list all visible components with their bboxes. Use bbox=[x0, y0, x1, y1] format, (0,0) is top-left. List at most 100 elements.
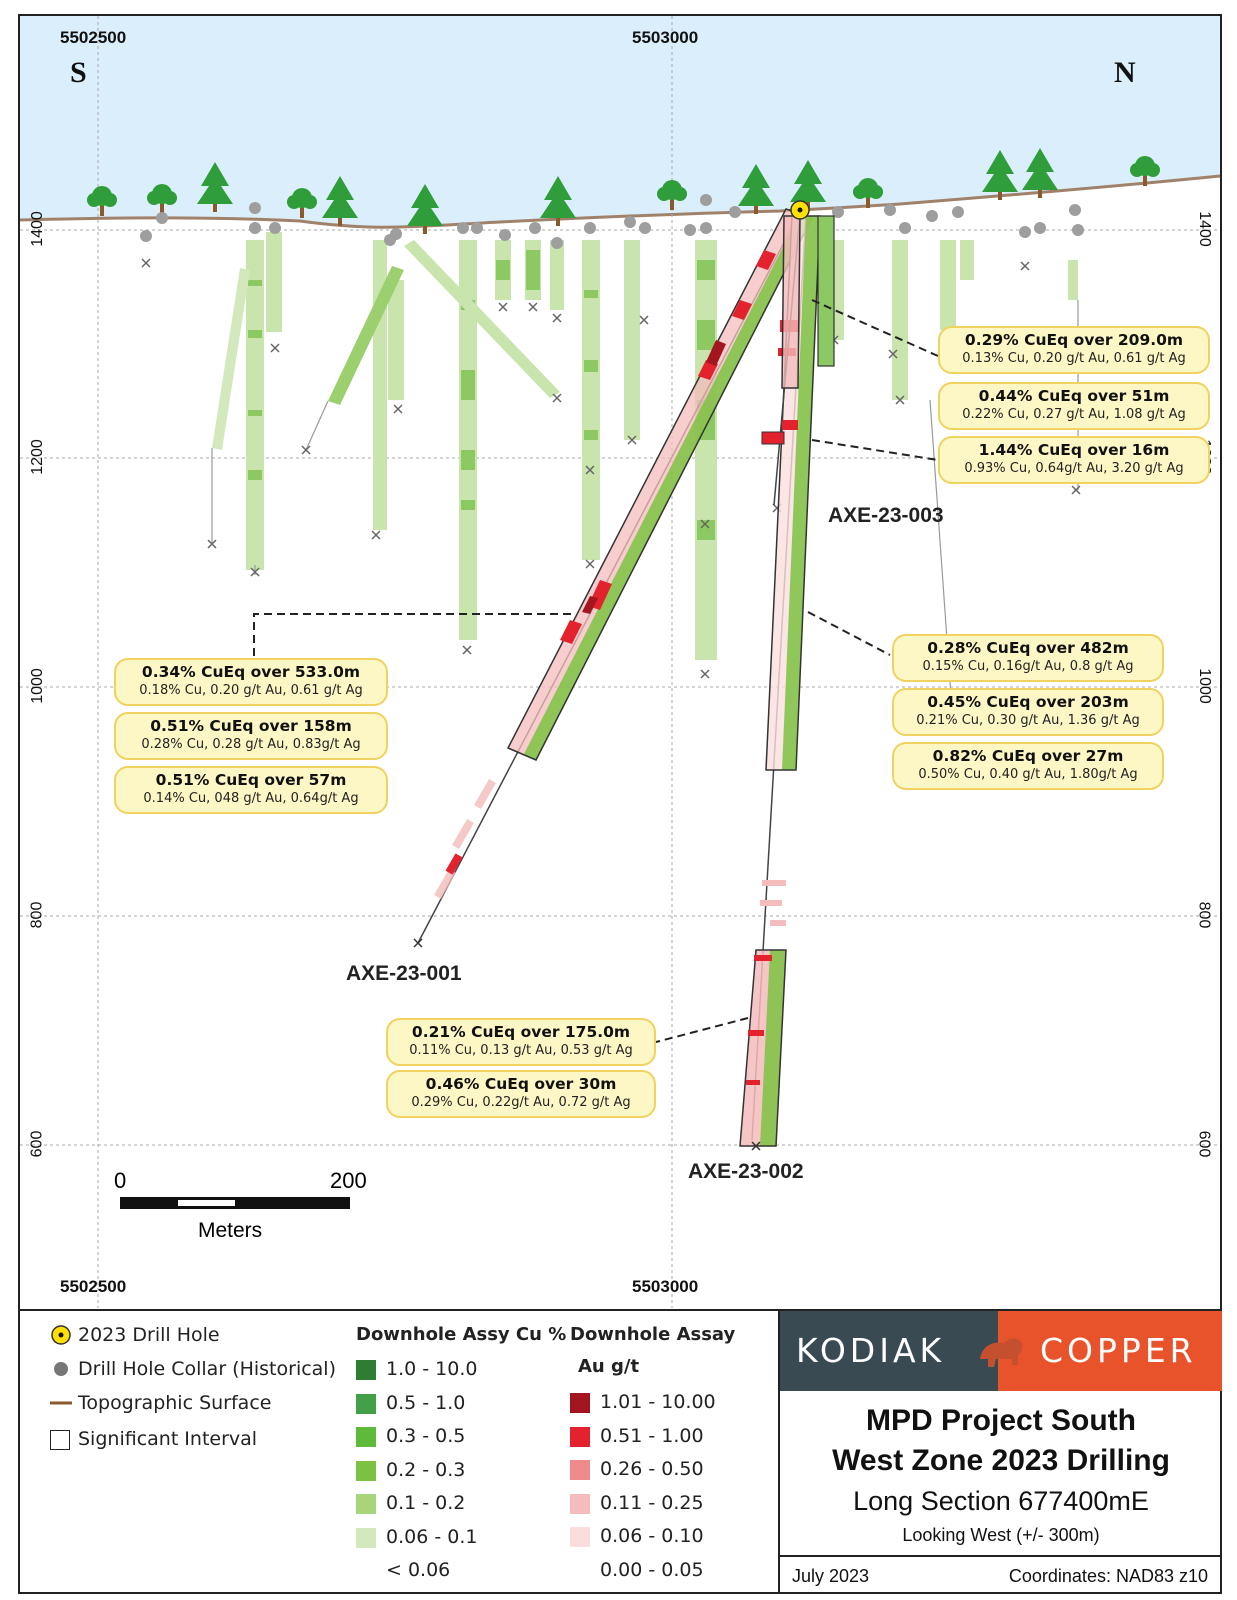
callout-heading: 0.28% CuEq over 482m bbox=[927, 639, 1129, 657]
scale-end-label: 200 bbox=[330, 1168, 367, 1193]
callout-heading: 0.44% CuEq over 51m bbox=[978, 387, 1170, 405]
callout-heading: 0.29% CuEq over 209.0m bbox=[964, 331, 1184, 349]
significant-interval-icon bbox=[50, 1430, 70, 1450]
legend-cu-class-swatch bbox=[356, 1494, 376, 1514]
section-map bbox=[19, 16, 1221, 1308]
legend-au-class-label: 0.11 - 0.25 bbox=[600, 1491, 704, 1514]
logo-kodiak: KODIAK bbox=[796, 1331, 946, 1370]
legend-au-heading-1: Downhole Assay bbox=[570, 1324, 736, 1345]
scale-start-label: 0 bbox=[114, 1168, 127, 1193]
map-title: MPD Project South West Zone 2023 Drillin… bbox=[780, 1401, 1222, 1481]
legend-au-class-label: 1.01 - 10.00 bbox=[600, 1391, 716, 1413]
legend-au-class-swatch bbox=[570, 1426, 590, 1447]
elev-right-600: 600 bbox=[1195, 1130, 1213, 1158]
collar-icon bbox=[54, 1362, 68, 1376]
elev-right-800: 800 bbox=[1195, 901, 1213, 929]
south-label: S bbox=[70, 56, 87, 89]
callout-heading: 0.45% CuEq over 203m bbox=[927, 693, 1129, 711]
callout-interval: 0.82% CuEq over 27m 0.50% Cu, 0.40 g/t A… bbox=[892, 742, 1164, 790]
callout-heading: 0.82% CuEq over 27m bbox=[932, 747, 1124, 765]
map-date: July 2023 bbox=[792, 1566, 870, 1586]
elev-left-1400: 1400 bbox=[28, 211, 46, 247]
legend-au-class-swatch bbox=[570, 1527, 590, 1547]
logo-copper: COPPER bbox=[1040, 1331, 1197, 1370]
drill-collar-2023-icon bbox=[790, 200, 810, 220]
legend-cu-heading: Downhole Assy Cu % bbox=[356, 1324, 567, 1345]
elev-right-1400: 1400 bbox=[1195, 211, 1213, 247]
legend-au-class-swatch bbox=[570, 1460, 590, 1480]
legend-cu-class-swatch bbox=[356, 1360, 376, 1380]
callout-interval: 0.51% CuEq over 57m 0.14% Cu, 048 g/t Au… bbox=[114, 766, 388, 814]
callout-interval: 0.44% CuEq over 51m 0.22% Cu, 0.27 g/t A… bbox=[938, 382, 1210, 430]
scale-bar bbox=[120, 1197, 350, 1209]
legend-cu-class-swatch bbox=[356, 1460, 376, 1481]
callout-heading: 0.51% CuEq over 57m bbox=[155, 771, 347, 789]
legend-cu-class-label: 0.2 - 0.3 bbox=[386, 1458, 466, 1481]
callout-detail: 0.28% Cu, 0.28 g/t Au, 0.83g/t Ag bbox=[141, 737, 361, 752]
bottom-coord-left: 5502500 bbox=[60, 1277, 127, 1296]
elev-left-800: 800 bbox=[28, 901, 46, 929]
hole-label-axe-23-002: AXE-23-002 bbox=[688, 1160, 804, 1183]
callout-detail: 0.22% Cu, 0.27 g/t Au, 1.08 g/t Ag bbox=[962, 407, 1186, 422]
legend-cu-class-swatch bbox=[356, 1427, 376, 1447]
callout-interval: 0.29% CuEq over 209.0m 0.13% Cu, 0.20 g/… bbox=[938, 326, 1210, 374]
map-title-line1: MPD Project South bbox=[865, 1404, 1136, 1437]
elev-left-1200: 1200 bbox=[28, 439, 46, 475]
legend: 2023 Drill Hole Drill Hole Collar (Histo… bbox=[20, 1310, 780, 1590]
bear-icon bbox=[980, 1338, 1023, 1367]
callout-interval: 0.28% CuEq over 482m 0.15% Cu, 0.16g/t A… bbox=[892, 634, 1164, 682]
callout-leaders bbox=[253, 299, 939, 1043]
callout-heading: 0.51% CuEq over 158m bbox=[150, 717, 352, 735]
elev-left-600: 600 bbox=[28, 1130, 46, 1158]
callout-interval: 0.34% CuEq over 533.0m 0.18% Cu, 0.20 g/… bbox=[114, 658, 388, 706]
legend-cu-class-swatch bbox=[356, 1527, 376, 1548]
callout-detail: 0.15% Cu, 0.16g/t Au, 0.8 g/t Ag bbox=[922, 659, 1134, 674]
map-subtitle: Long Section 677400mE bbox=[853, 1486, 1149, 1516]
callout-detail: 0.21% Cu, 0.30 g/t Au, 1.36 g/t Ag bbox=[916, 713, 1140, 728]
legend-cu-class-label: 0.5 - 1.0 bbox=[386, 1391, 466, 1414]
topo-line-icon bbox=[50, 1401, 72, 1405]
drill-hole-axe-23-002 bbox=[739, 213, 821, 1151]
callout-detail: 0.14% Cu, 048 g/t Au, 0.64g/t Ag bbox=[143, 791, 359, 806]
drill-hole-2023-icon bbox=[51, 1325, 71, 1345]
legend-au-class-label: 0.00 - 0.05 bbox=[600, 1558, 704, 1581]
title-block: KODIAK COPPER MPD Project South West Zon… bbox=[778, 1311, 1222, 1592]
callout-detail: 0.18% Cu, 0.20 g/t Au, 0.61 g/t Ag bbox=[139, 683, 363, 698]
sky-area bbox=[20, 16, 1220, 228]
legend-au-class-label: 0.51 - 1.00 bbox=[600, 1424, 704, 1447]
company-logo: KODIAK COPPER bbox=[780, 1311, 1222, 1391]
legend-cu-class-swatch bbox=[356, 1561, 376, 1581]
legend-au-class-swatch bbox=[570, 1493, 590, 1514]
scale-unit-label: Meters bbox=[198, 1219, 263, 1242]
legend-2023-drill-hole: 2023 Drill Hole bbox=[78, 1324, 220, 1346]
legend-significant-interval: Significant Interval bbox=[78, 1428, 258, 1450]
legend-au-class-label: 0.06 - 0.10 bbox=[600, 1525, 704, 1547]
callout-interval: 0.21% CuEq over 175.0m 0.11% Cu, 0.13 g/… bbox=[386, 1018, 656, 1066]
legend-topographic-surface: Topographic Surface bbox=[78, 1392, 272, 1414]
legend-au-class-swatch bbox=[570, 1560, 590, 1581]
callout-detail: 0.50% Cu, 0.40 g/t Au, 1.80g/t Ag bbox=[918, 767, 1138, 782]
callout-detail: 0.13% Cu, 0.20 g/t Au, 0.61 g/t Ag bbox=[962, 351, 1186, 366]
callout-interval: 0.51% CuEq over 158m 0.28% Cu, 0.28 g/t … bbox=[114, 712, 388, 760]
legend-cu-class-label: 0.3 - 0.5 bbox=[386, 1425, 466, 1447]
legend-collar-historical: Drill Hole Collar (Historical) bbox=[78, 1358, 337, 1380]
bottom-coord-right: 5503000 bbox=[632, 1277, 699, 1296]
drill-hole-axe-23-001 bbox=[413, 208, 814, 948]
legend-cu-class-swatch bbox=[356, 1393, 376, 1414]
callout-heading: 0.46% CuEq over 30m bbox=[425, 1075, 617, 1093]
legend-au-heading-2: Au g/t bbox=[578, 1356, 640, 1377]
callout-detail: 0.29% Cu, 0.22g/t Au, 0.72 g/t Ag bbox=[411, 1095, 631, 1110]
map-frame bbox=[18, 14, 1222, 1594]
north-label: N bbox=[1114, 56, 1136, 89]
callout-interval: 1.44% CuEq over 16m 0.93% Cu, 0.64g/t Au… bbox=[938, 436, 1210, 484]
callout-heading: 0.34% CuEq over 533.0m bbox=[141, 663, 361, 681]
topographic-surface bbox=[19, 174, 1221, 229]
legend-cu-class-label: 1.0 - 10.0 bbox=[386, 1358, 478, 1380]
legend-au-class-swatch bbox=[570, 1393, 590, 1413]
map-coordinate-system: Coordinates: NAD83 z10 bbox=[1008, 1566, 1208, 1586]
title-footer: July 2023 Coordinates: NAD83 z10 bbox=[780, 1555, 1222, 1594]
callout-heading: 0.21% CuEq over 175.0m bbox=[411, 1023, 631, 1041]
map-title-line2: West Zone 2023 Drilling bbox=[832, 1444, 1170, 1477]
legend-cu-class-label: 0.06 - 0.1 bbox=[386, 1525, 478, 1548]
elev-right-1000: 1000 bbox=[1195, 668, 1213, 704]
